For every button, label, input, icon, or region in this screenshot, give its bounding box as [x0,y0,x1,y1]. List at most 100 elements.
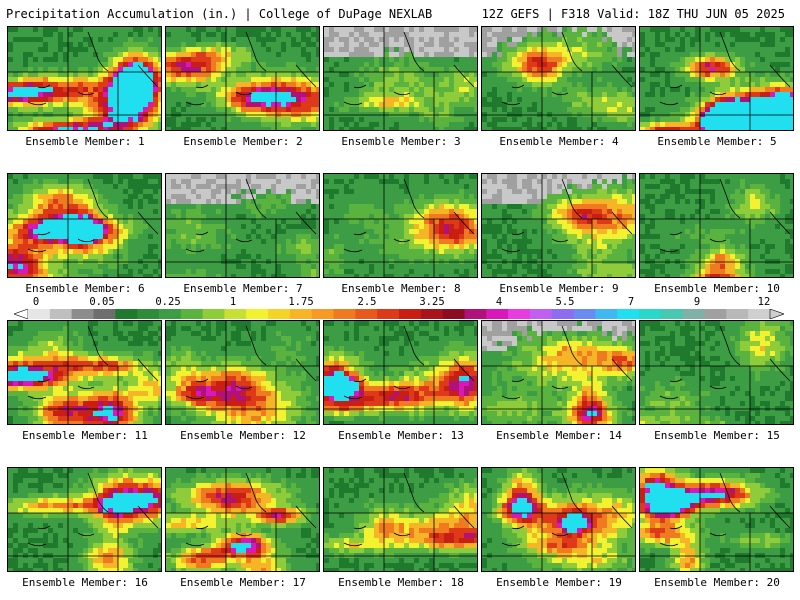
colorbar-segment [49,309,73,319]
precip-map [324,174,477,277]
colorbar-segment [115,309,138,319]
colorbar-segment [202,309,225,319]
member-caption: Ensemble Member: 14 [496,429,622,442]
colorbar-segment [399,309,422,319]
colorbar-label: 7 [627,296,635,308]
member-map-panel [639,467,794,572]
precip-map [166,174,319,277]
colorbar-segment [224,309,247,319]
member-caption: Ensemble Member: 10 [654,282,780,295]
member-caption: Ensemble Member: 18 [338,576,464,589]
member-caption: Ensemble Member: 9 [499,282,619,295]
precip-map [324,27,477,130]
colorbar-segment [311,309,335,319]
product-title: Precipitation Accumulation (in.) | Colle… [6,7,433,21]
colorbar-max-arrow [769,309,784,319]
member-map-panel [323,467,478,572]
colorbar-segment [617,309,640,319]
colorbar-segment [573,309,596,319]
colorbar-label: 9 [693,296,701,308]
header: Precipitation Accumulation (in.) | Colle… [0,0,800,26]
colorbar-segment [137,309,160,319]
colorbar-segment [289,309,313,319]
colorbar-min-arrow [14,309,29,319]
member-map-panel [7,320,162,425]
member-caption: Ensemble Member: 11 [22,429,148,442]
colorbar-segment [726,309,749,319]
member-caption: Ensemble Member: 16 [22,576,148,589]
precip-map [482,468,635,571]
precip-map [482,174,635,277]
member-map-panel [323,320,478,425]
colorbar-segment [268,309,291,319]
colorbar-segment [529,309,553,319]
member-caption: Ensemble Member: 5 [657,135,777,148]
precip-map [640,27,793,130]
member-map-panel [7,26,162,131]
precip-map [166,27,319,130]
precip-map [482,321,635,424]
precip-map [640,468,793,571]
member-caption: Ensemble Member: 3 [341,135,461,148]
member-map-panel [639,173,794,278]
colorbar-segment [93,309,116,319]
colorbar-segment [682,309,706,319]
colorbar-segment [333,309,356,319]
member-caption: Ensemble Member: 1 [25,135,145,148]
precip-map [482,27,635,130]
member-map-panel [323,26,478,131]
member-caption: Ensemble Member: 2 [183,135,303,148]
colorbar-label: 0.25 [155,296,181,308]
colorbar-segment [551,309,575,319]
colorbar-segment [464,309,487,319]
colorbar-label: 12 [757,296,771,308]
member-map-panel [165,173,320,278]
member-caption: Ensemble Member: 4 [499,135,619,148]
member-caption: Ensemble Member: 20 [654,576,780,589]
colorbar-segment [158,309,182,319]
member-map-panel [165,320,320,425]
member-caption: Ensemble Member: 8 [341,282,461,295]
member-caption: Ensemble Member: 19 [496,576,622,589]
colorbar-segment [71,309,94,319]
member-map-panel [165,467,320,572]
precip-map [8,321,161,424]
member-map-panel [481,467,636,572]
colorbar-segment [246,309,269,319]
precip-map [8,174,161,277]
colorbar-labels: 0 0.05 0.25 1 1.75 2.5 3.25 4 5.5 7 9 12 [0,296,800,308]
colorbar-label: 0 [32,296,40,308]
precip-map [324,321,477,424]
precip-map [166,321,319,424]
colorbar-label: 5.5 [555,296,575,308]
member-map-panel [323,173,478,278]
colorbar-segment [442,309,465,319]
colorbar [14,309,784,319]
colorbar-label: 4 [495,296,503,308]
member-map-panel [165,26,320,131]
precip-map [640,174,793,277]
colorbar-label: 2.5 [357,296,377,308]
member-map-panel [7,467,162,572]
member-caption: Ensemble Member: 7 [183,282,303,295]
colorbar-segment [355,309,378,319]
colorbar-segment [486,309,509,319]
precip-map [8,27,161,130]
colorbar-segment [595,309,618,319]
member-caption: Ensemble Member: 17 [180,576,306,589]
member-map-panel [481,173,636,278]
colorbar-label: 1.75 [288,296,314,308]
colorbar-segment [704,309,727,319]
colorbar-segment [180,309,204,319]
member-map-panel [481,26,636,131]
colorbar-segment [377,309,400,319]
member-caption: Ensemble Member: 15 [654,429,780,442]
precip-map [8,468,161,571]
member-map-panel [639,26,794,131]
member-caption: Ensemble Member: 12 [180,429,306,442]
member-caption: Ensemble Member: 13 [338,429,464,442]
precip-map [640,321,793,424]
precip-map [324,468,477,571]
colorbar-label: 1 [229,296,237,308]
colorbar-label: 0.05 [89,296,115,308]
